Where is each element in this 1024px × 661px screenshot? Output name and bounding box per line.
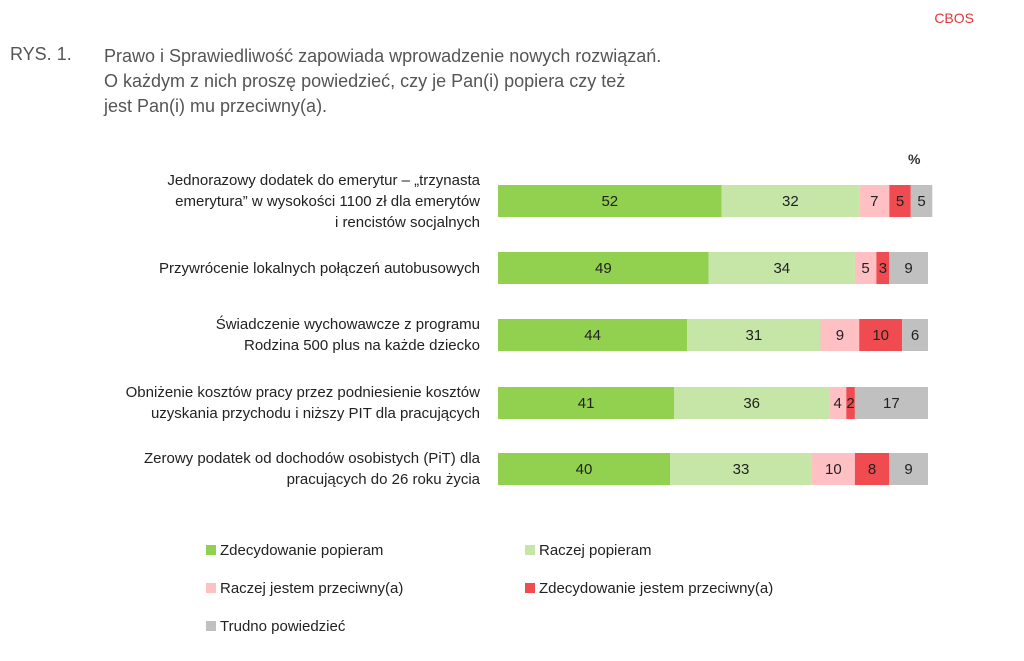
bar-value-label: 6: [911, 327, 919, 344]
bar-value-label: 49: [595, 260, 612, 277]
bar-value-label: 31: [746, 327, 763, 344]
legend-label: Zdecydowanie popieram: [220, 542, 384, 559]
bar-segment: [811, 453, 855, 485]
chart-title-line: Prawo i Sprawiedliwość zapowiada wprowad…: [104, 46, 662, 66]
legend-label: Zdecydowanie jestem przeciwny(a): [539, 580, 774, 597]
category-label-line: emerytura” w wysokości 1100 zł dla emery…: [175, 192, 480, 210]
category-label-line: Przywrócenie lokalnych połączeń autobuso…: [158, 259, 480, 277]
bar-segment: [889, 185, 911, 217]
bar-segment: [829, 387, 847, 419]
bar-value-label: 9: [904, 260, 912, 277]
bar-value-label: 32: [782, 193, 799, 210]
category-label: Zerowy podatek od dochodów osobistych (P…: [50, 448, 480, 490]
bar-value-label: 5: [917, 193, 925, 210]
bar-segment: [498, 453, 670, 485]
bar-value-label: 34: [773, 260, 790, 277]
chart-title-line: O każdym z nich proszę powiedzieć, czy j…: [104, 71, 626, 91]
bar-value-label: 52: [601, 193, 618, 210]
bar-segment: [498, 185, 722, 217]
legend-label: Raczej popieram: [539, 542, 652, 559]
legend-item: Trudno powiedzieć: [206, 618, 345, 635]
legend-swatch: [206, 583, 216, 593]
bar-segment: [876, 252, 890, 284]
bar-value-label: 10: [825, 461, 842, 478]
bar-segment: [721, 185, 860, 217]
bar-segment: [859, 185, 890, 217]
category-label-line: Jednorazowy dodatek do emerytur – „trzyn…: [167, 171, 480, 189]
bar-value-label: 44: [584, 327, 601, 344]
legend-item: Zdecydowanie popieram: [206, 542, 383, 559]
bar-segment: [498, 252, 709, 284]
bar-value-label: 17: [883, 395, 900, 412]
legend-label: Raczej jestem przeciwny(a): [220, 580, 404, 597]
percent-unit-label: %: [908, 151, 921, 167]
bar-value-label: 5: [861, 260, 869, 277]
legend-swatch: [206, 621, 216, 631]
category-label-line: pracujących do 26 roku życia: [286, 471, 480, 488]
bar-value-label: 8: [868, 461, 876, 478]
bar-segment: [708, 252, 855, 284]
bar-segment: [910, 185, 933, 217]
category-label-line: i rencistów socjalnych: [334, 213, 480, 231]
category-label-line: Rodzina 500 plus na każde dziecko: [244, 337, 480, 354]
bar-segment: [854, 453, 890, 485]
bar-segment: [820, 319, 860, 351]
legend-item: Raczej jestem przeciwny(a): [206, 580, 403, 597]
category-label: Świadczenie wychowawcze z programu Rodzin…: [50, 314, 480, 356]
bar-value-label: 9: [904, 461, 912, 478]
category-label: Przywrócenie lokalnych połączeń autobuso…: [50, 258, 480, 279]
bar-value-label: 36: [743, 395, 760, 412]
category-label: Jednorazowy dodatek do emerytur – „trzyn…: [50, 170, 480, 233]
legend-label: Trudno powiedzieć: [220, 618, 346, 635]
bar-value-label: 10: [872, 327, 889, 344]
bar-segment: [498, 319, 688, 351]
legend-swatch: [206, 545, 216, 555]
chart-title: Prawo i Sprawiedliwość zapowiada wprowad…: [104, 44, 864, 119]
bar-segment: [498, 387, 675, 419]
legend-swatch: [525, 583, 535, 593]
legend-item: Raczej popieram: [525, 542, 652, 559]
bar-value-label: 5: [896, 193, 904, 210]
chart-title-line: jest Pan(i) mu przeciwny(a).: [104, 96, 328, 116]
legend-swatch: [525, 545, 535, 555]
figure-number: RYS. 1.: [10, 44, 72, 64]
bar-segment: [902, 319, 928, 351]
bar-value-label: 7: [870, 193, 878, 210]
bar-segment: [889, 252, 928, 284]
category-label-line: uzyskania przychodu i niższy PIT dla pra…: [150, 405, 480, 422]
bar-segment: [670, 453, 812, 485]
bar-segment: [674, 387, 830, 419]
bar-value-label: 40: [576, 461, 593, 478]
bar-segment: [854, 387, 928, 419]
bar-value-label: 4: [834, 395, 842, 412]
category-label-line: Zerowy podatek od dochodów osobistych (P…: [143, 450, 480, 467]
bar-segment: [687, 319, 821, 351]
bar-value-label: 41: [578, 395, 595, 412]
bar-value-label: 9: [836, 327, 844, 344]
category-label-line: Świadczenie wychowawcze z programu: [215, 316, 480, 333]
bar-segment: [859, 319, 903, 351]
category-label: Obniżenie kosztów pracy przez podniesien…: [50, 382, 480, 424]
category-label-line: Obniżenie kosztów pracy przez podniesien…: [125, 384, 480, 401]
bar-segment: [854, 252, 877, 284]
bar-segment: [889, 453, 928, 485]
source-label: CBOS: [934, 10, 974, 26]
bar-value-label: 33: [733, 461, 750, 478]
legend-item: Zdecydowanie jestem przeciwny(a): [525, 580, 773, 597]
bar-value-label: 2: [846, 395, 854, 412]
bar-segment: [846, 387, 855, 419]
bar-value-label: 3: [879, 260, 887, 277]
